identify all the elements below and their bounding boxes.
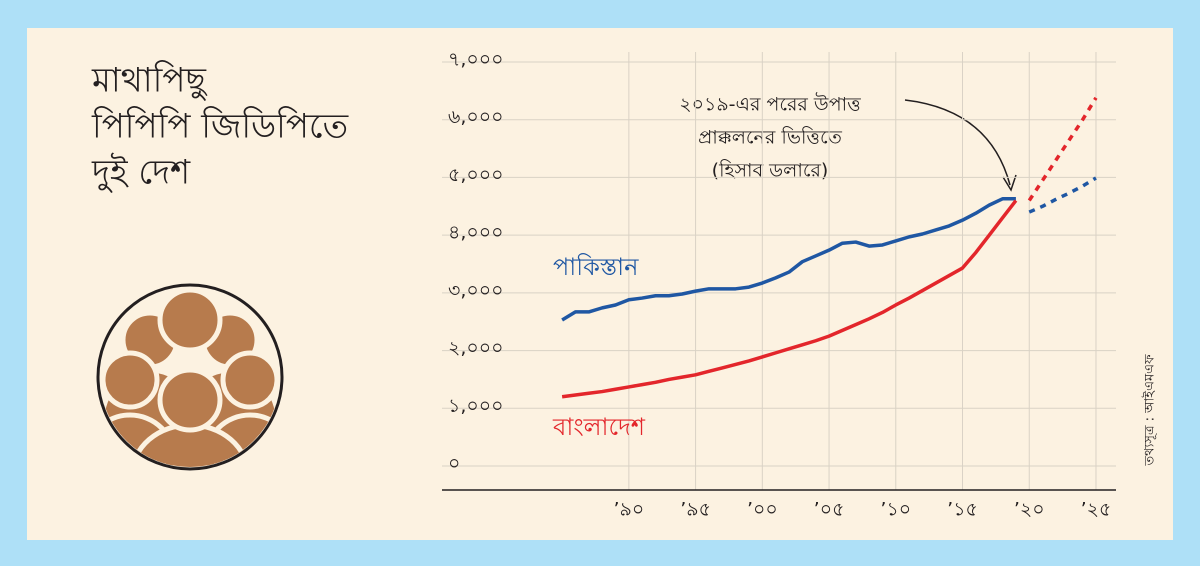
annotation-arrow	[1002, 174, 1017, 192]
x-tick-label: ’১০	[880, 499, 911, 521]
y-tick-label: ৫,০০০	[448, 164, 503, 186]
projection-line	[1028, 176, 1097, 214]
x-tick-label: ’০০	[747, 499, 778, 521]
y-tick-label: ২,০০০	[448, 337, 503, 359]
y-tick-label: ৬,০০০	[448, 106, 503, 128]
series-label: পাকিস্তান	[553, 253, 639, 281]
annotation: প্রাক্কলনের ভিত্তিতে	[698, 127, 843, 149]
source: তথ্যসূত্র : আইএমএফ	[1142, 354, 1158, 467]
x-tick-label: ’২৫	[1081, 499, 1112, 521]
x-tick-label: ’৯৫	[680, 499, 711, 521]
series-line	[561, 199, 1018, 399]
y-tick-label: ৭,০০০	[448, 49, 503, 71]
y-tick-label: ০	[448, 453, 460, 475]
annotation: ২০১৯-এর পরের উপাত্ত	[679, 93, 861, 116]
x-tick-label: ’১৫	[947, 499, 978, 521]
title-line: দুই দেশ	[91, 153, 191, 193]
title-line: পিপিপি জিডিপিতে	[91, 107, 349, 147]
y-tick-label: ৩,০০০	[448, 279, 503, 301]
x-tick-label: ’০৫	[814, 499, 845, 521]
x-tick-label: ’৯০	[613, 499, 644, 521]
grid	[442, 52, 1116, 490]
annotation-arrow	[904, 99, 1011, 186]
series-line	[561, 197, 1016, 322]
title-line: মাথাপিছু	[91, 61, 208, 101]
people-icon	[96, 283, 284, 471]
projection-line	[1027, 96, 1098, 202]
y-tick-label: ১,০০০	[448, 395, 503, 417]
annotation: (হিসাব ডলারে)	[712, 160, 829, 182]
y-tick-label: ৪,০০০	[448, 222, 503, 244]
series-label: বাংলাদেশ	[552, 413, 646, 441]
x-tick-label: ’২০	[1014, 499, 1045, 521]
